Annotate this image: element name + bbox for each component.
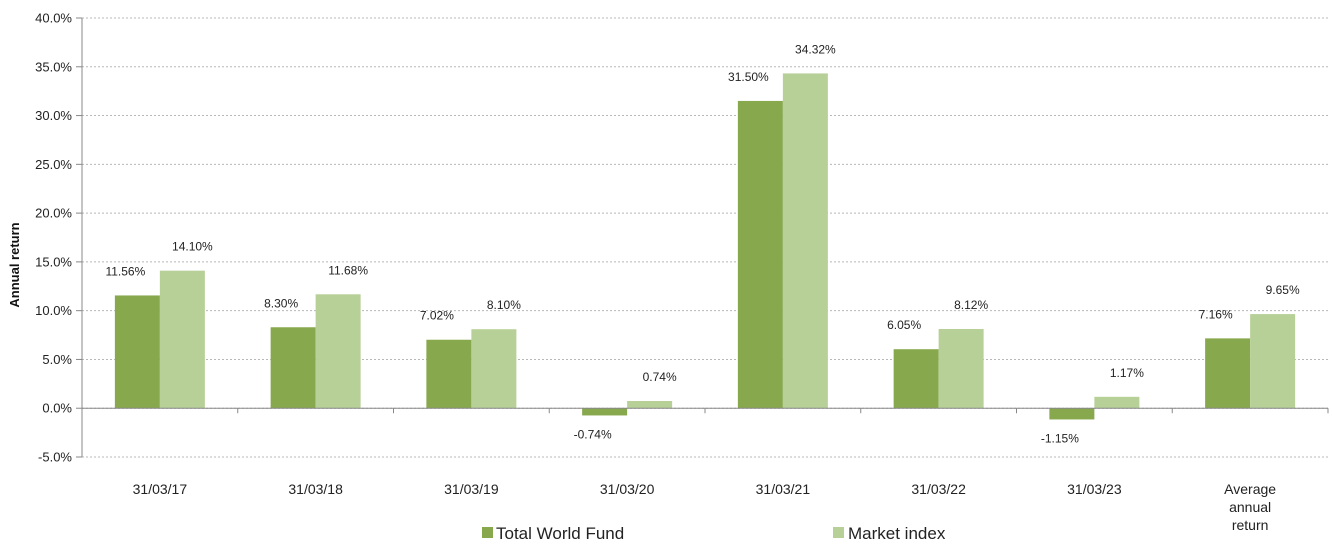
data-label: 1.17% — [1110, 366, 1144, 380]
data-label: 8.12% — [954, 298, 988, 312]
y-tick-label: 15.0% — [35, 254, 72, 269]
data-label: -0.74% — [574, 427, 612, 441]
y-tick-label: 40.0% — [35, 11, 72, 26]
data-label: 34.32% — [795, 42, 836, 56]
data-label: 14.10% — [172, 240, 213, 254]
x-category-label: 31/03/19 — [444, 481, 499, 497]
y-tick-label: -5.0% — [38, 450, 72, 465]
x-category-label: 31/03/22 — [911, 481, 966, 497]
y-tick-label: 30.0% — [35, 108, 72, 123]
data-label: -1.15% — [1041, 431, 1079, 445]
bar-index — [471, 329, 517, 409]
x-category-label: 31/03/23 — [1067, 481, 1122, 497]
legend-label-index: Market index — [848, 524, 946, 543]
y-tick-label: 35.0% — [35, 59, 72, 74]
x-category-label-line: annual — [1229, 499, 1271, 515]
bar-fund — [737, 100, 783, 409]
bar-fund — [893, 349, 939, 409]
data-label: 7.02% — [420, 309, 454, 323]
legend-swatch-index — [833, 527, 844, 538]
bar-index — [315, 294, 361, 409]
x-category-label: 31/03/18 — [288, 481, 343, 497]
data-label: 11.56% — [105, 264, 145, 278]
y-tick-label: 5.0% — [42, 352, 72, 367]
bar-index — [627, 401, 673, 409]
data-label: 9.65% — [1266, 283, 1300, 297]
x-category-label-line: 31/03/22 — [911, 481, 966, 497]
x-category-label-line: 31/03/19 — [444, 481, 499, 497]
x-category-label-line: 31/03/21 — [756, 481, 811, 497]
x-category-label: Average annual return — [1224, 481, 1276, 533]
x-category-label-line: 31/03/20 — [600, 481, 655, 497]
data-label: 8.30% — [264, 296, 298, 310]
bars — [114, 73, 1296, 420]
bar-index — [159, 270, 205, 409]
y-tick-label: 0.0% — [42, 401, 72, 416]
data-label: 0.74% — [643, 370, 677, 384]
bar-index — [938, 329, 984, 409]
y-axis-title: Annual return — [7, 222, 22, 307]
axes: -5.0% 0.0% 5.0% 10.0% 15.0% 20.0% 25.0% 30.0% 35… — [35, 11, 1329, 533]
y-tick-label: 10.0% — [35, 303, 72, 318]
data-label: 7.16% — [1199, 307, 1233, 321]
y-tick-label: 20.0% — [35, 206, 72, 221]
bar-index — [1250, 314, 1296, 409]
data-labels: 11.56% 8.30% 7.02% -0.74% 31.50% 6.05% -1.15% 7… — [105, 42, 1299, 445]
legend: Total World Fund Market index — [482, 524, 946, 543]
x-category-label: 31/03/17 — [133, 481, 188, 497]
bar-index — [782, 73, 828, 409]
x-category-label-line: 31/03/23 — [1067, 481, 1122, 497]
x-category-label-line: 31/03/17 — [133, 481, 188, 497]
bar-fund — [582, 408, 628, 416]
bar-fund — [270, 327, 316, 409]
bar-fund — [426, 339, 472, 409]
x-category-label: 31/03/20 — [600, 481, 655, 497]
data-label: 8.10% — [487, 298, 521, 312]
bar-fund — [1049, 408, 1095, 420]
y-tick-label: 25.0% — [35, 157, 72, 172]
legend-label-fund: Total World Fund — [496, 524, 624, 543]
x-category-label: 31/03/21 — [756, 481, 811, 497]
gridlines — [82, 17, 1328, 458]
data-label: 6.05% — [887, 318, 921, 332]
bar-fund — [114, 295, 160, 409]
bar-index — [1094, 396, 1140, 409]
x-category-label-line: return — [1232, 517, 1269, 533]
data-label: 31.50% — [728, 70, 769, 84]
data-label: 11.68% — [328, 263, 368, 277]
x-category-label-line: Average — [1224, 481, 1276, 497]
x-category-label-line: 31/03/18 — [288, 481, 343, 497]
bar-fund — [1205, 338, 1251, 409]
legend-swatch-fund — [482, 527, 493, 538]
